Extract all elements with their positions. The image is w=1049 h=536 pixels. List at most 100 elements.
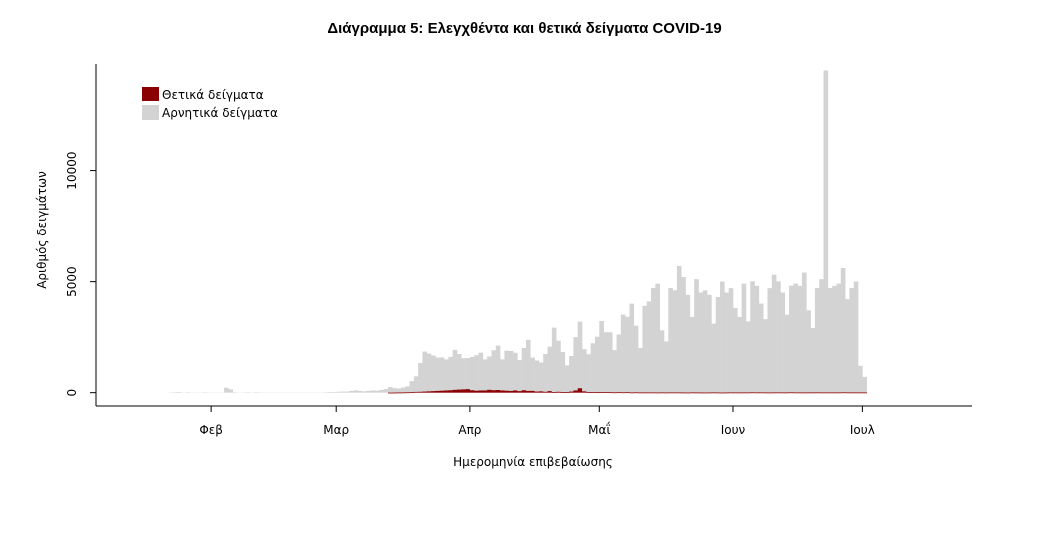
bar-negative — [482, 359, 488, 391]
bar-negative — [694, 279, 699, 393]
bar-positive — [862, 392, 867, 394]
bar-negative — [469, 356, 475, 391]
bar-positive — [771, 392, 777, 394]
bar-positive — [763, 392, 768, 394]
bar-positive — [651, 392, 656, 394]
bar-negative — [797, 285, 803, 393]
bar-negative — [806, 310, 811, 393]
bar-negative — [362, 391, 367, 393]
bar-positive — [720, 392, 725, 394]
bar-negative — [375, 390, 380, 393]
bar-negative — [349, 390, 354, 393]
bar-positive — [569, 391, 574, 393]
bar-positive — [405, 392, 410, 394]
bar-negative — [715, 297, 721, 393]
bar-positive — [836, 392, 842, 394]
bar-negative — [465, 358, 471, 390]
bar-positive — [469, 390, 475, 393]
bar-positive — [538, 391, 544, 393]
bar-positive — [694, 392, 699, 394]
bar-negative — [396, 388, 402, 393]
bar-positive — [858, 392, 863, 394]
x-tick-label: Απρ — [458, 423, 481, 437]
bar-positive — [659, 392, 665, 394]
bar-negative — [793, 283, 798, 393]
bar-positive — [728, 392, 734, 394]
bar-negative — [603, 332, 609, 393]
bar-positive — [586, 392, 591, 393]
bar-negative — [547, 346, 553, 392]
bar-positive — [612, 392, 617, 394]
bar-negative — [504, 350, 510, 391]
bar-negative — [720, 281, 725, 393]
bar-positive — [737, 392, 742, 394]
bar-negative — [750, 281, 755, 393]
bar-negative — [517, 360, 522, 392]
bar-positive — [840, 392, 846, 394]
bar-positive — [819, 392, 824, 394]
bar-positive — [508, 390, 514, 393]
x-tick-label: Μαΐ — [588, 422, 610, 437]
bar-positive — [663, 392, 669, 394]
bar-negative — [607, 332, 613, 393]
bar-positive — [823, 392, 829, 394]
bar-negative — [176, 392, 182, 393]
bar-positive — [590, 392, 596, 393]
bar-negative — [814, 288, 820, 393]
bar-negative — [819, 279, 824, 393]
bar-positive — [534, 391, 540, 393]
bar-negative — [711, 323, 717, 393]
bar-negative — [357, 390, 363, 393]
bar-negative — [383, 389, 389, 393]
bar-positive — [698, 392, 704, 394]
bar-negative — [659, 330, 665, 393]
bar-negative — [448, 356, 453, 391]
bar-negative — [784, 314, 790, 393]
bar-negative — [763, 319, 768, 393]
bar-negative — [491, 350, 497, 391]
bar-negative — [564, 365, 570, 393]
y-tick-label: 5000 — [65, 266, 79, 297]
bar-negative — [780, 292, 786, 393]
bar-negative — [387, 387, 393, 393]
bar-negative — [689, 316, 695, 393]
bar-positive — [745, 392, 751, 394]
bar-positive — [676, 392, 682, 394]
bar-negative — [418, 362, 423, 392]
bar-positive — [603, 392, 609, 393]
bar-negative — [534, 360, 540, 392]
bar-positive — [814, 392, 820, 394]
bar-positive — [638, 392, 643, 394]
bar-positive — [620, 392, 626, 394]
bar-negative — [435, 357, 441, 391]
bar-positive — [543, 391, 548, 393]
bar-positive — [564, 392, 570, 393]
bar-negative — [452, 349, 458, 390]
bar-positive — [439, 390, 445, 393]
bar-negative — [331, 392, 337, 393]
bar-positive — [431, 391, 436, 393]
bar-negative — [569, 356, 574, 392]
bar-negative — [663, 341, 669, 393]
bar-positive — [633, 392, 639, 394]
bar-positive — [724, 392, 729, 394]
bar-negative — [577, 321, 583, 389]
bar-negative — [853, 281, 859, 393]
bar-negative — [616, 334, 622, 393]
legend: Θετικά δείγματα Αρνητικά δείγματα — [142, 87, 278, 120]
bar-negative — [698, 292, 704, 393]
x-axis-title: Ημερομηνία επιβεβαίωσης — [453, 455, 613, 469]
legend-label-positive: Θετικά δείγματα — [162, 88, 264, 102]
bar-negative — [525, 339, 531, 391]
bar-negative — [836, 283, 842, 393]
bar-positive — [556, 391, 561, 393]
bar-positive — [732, 392, 738, 394]
y-axis: 0 5000 10000 — [65, 152, 96, 396]
bar-negative — [612, 350, 617, 393]
bar-positive — [504, 390, 510, 393]
bar-negative — [707, 294, 712, 393]
bar-positive — [741, 392, 747, 394]
bar-positive — [387, 392, 393, 394]
y-tick-label: 10000 — [65, 152, 79, 190]
bar-positive — [482, 390, 488, 393]
